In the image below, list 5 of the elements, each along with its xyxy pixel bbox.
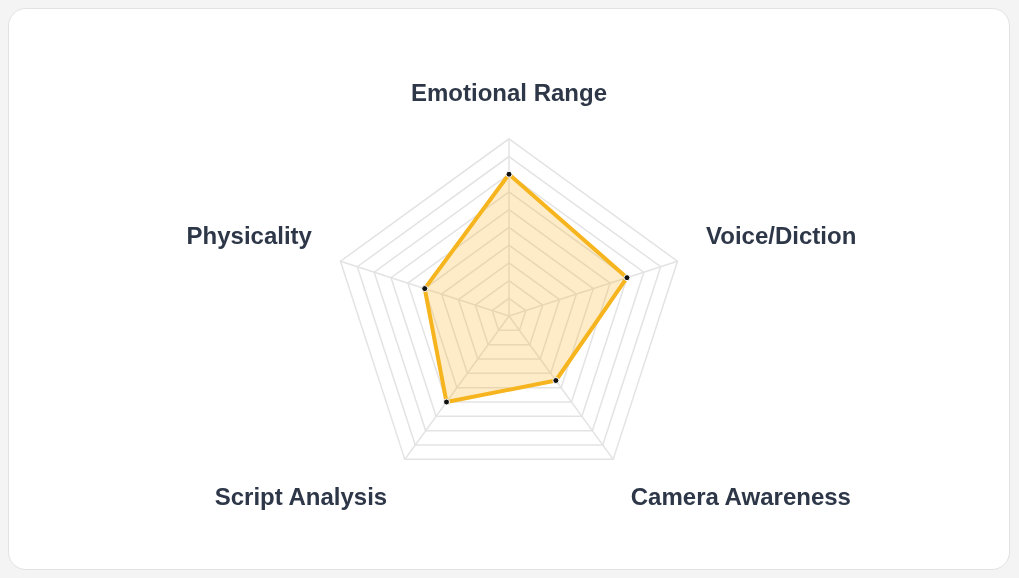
spoke-label: Voice/Diction	[706, 222, 857, 250]
spoke-label: Camera Awareness	[630, 482, 851, 510]
spoke-label: Script Analysis	[214, 482, 388, 510]
spoke-label: Physicality	[186, 222, 313, 250]
spoke-label: Emotional Range	[410, 79, 608, 107]
